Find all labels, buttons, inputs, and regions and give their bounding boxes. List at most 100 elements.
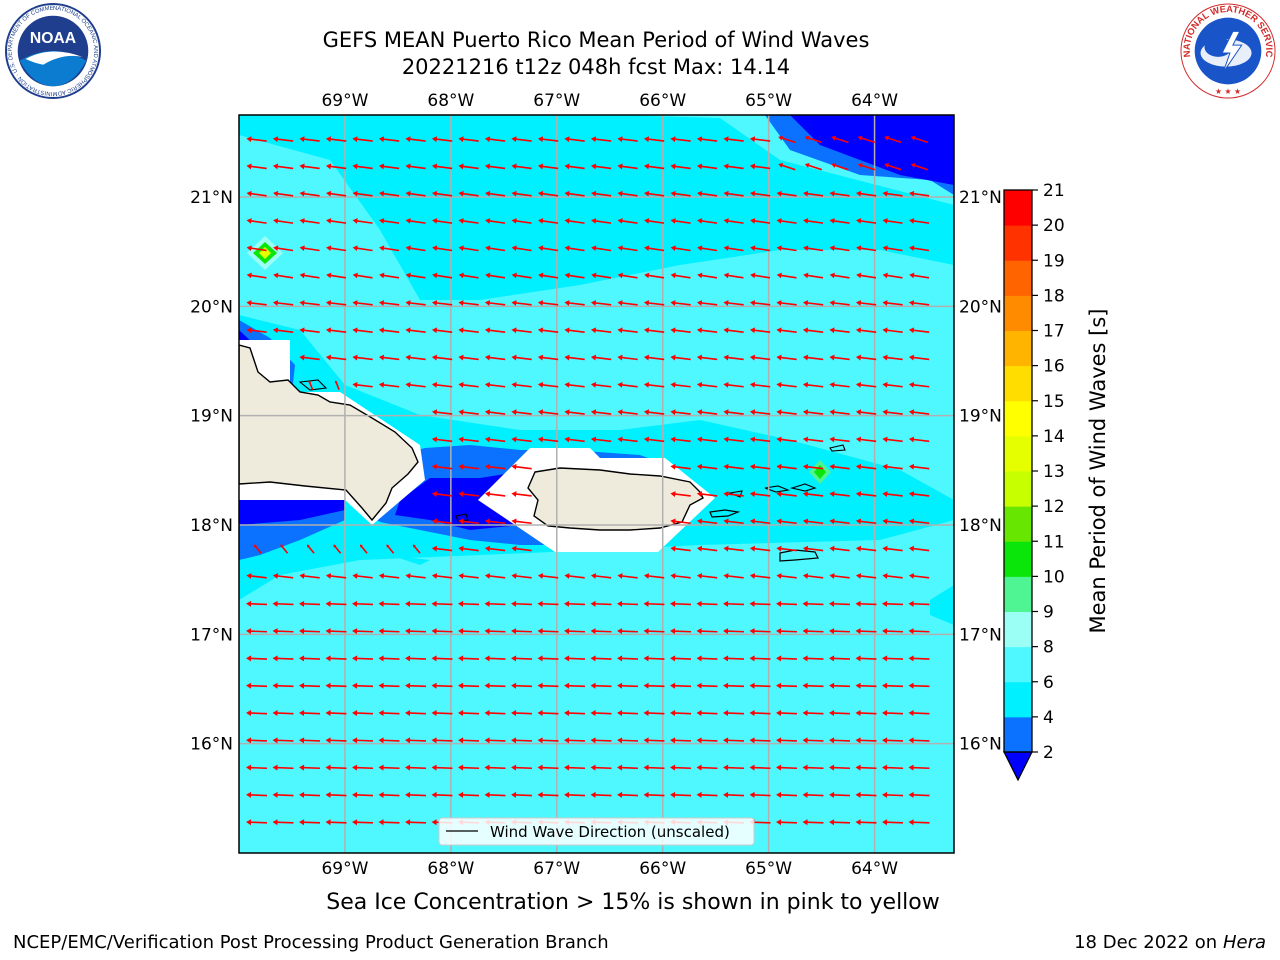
direction-arrow xyxy=(405,682,426,689)
direction-arrow xyxy=(749,354,771,361)
colorbar-tick-label: 4 xyxy=(1043,708,1054,728)
direction-arrow xyxy=(617,245,638,252)
direction-arrow xyxy=(431,463,453,470)
direction-arrow xyxy=(908,518,930,525)
direction-arrow xyxy=(246,272,267,279)
wind-wave-arrows xyxy=(246,135,930,826)
direction-arrow xyxy=(617,600,638,607)
colorbar-bin xyxy=(1004,576,1032,612)
direction-arrow xyxy=(723,737,744,744)
direction-arrow xyxy=(564,300,585,306)
direction-arrow xyxy=(776,245,797,252)
colorbar-tick-label: 14 xyxy=(1043,427,1065,447)
direction-arrow xyxy=(378,327,400,334)
direction-arrow xyxy=(458,600,479,607)
colorbar-tick-label: 17 xyxy=(1043,322,1065,342)
direction-arrow xyxy=(280,544,289,554)
direction-arrow xyxy=(749,655,771,662)
direction-arrow xyxy=(325,327,347,334)
direction-arrow xyxy=(855,819,877,826)
direction-arrow xyxy=(299,682,320,689)
direction-arrow xyxy=(723,791,744,798)
direction-arrow xyxy=(564,573,585,579)
direction-arrow xyxy=(617,682,638,689)
colorbar-bin xyxy=(1004,365,1032,402)
direction-arrow xyxy=(458,327,479,334)
direction-arrow xyxy=(749,737,771,744)
direction-arrow xyxy=(617,628,638,635)
direction-arrow xyxy=(908,300,930,306)
direction-arrow xyxy=(458,381,479,388)
direction-arrow xyxy=(405,764,426,771)
direction-arrow xyxy=(829,327,850,334)
longitude-tick-label: 67°W xyxy=(533,859,580,879)
colorbar-under-triangle xyxy=(1003,751,1033,782)
latitude-tick-label: 16°N xyxy=(190,735,233,755)
direction-arrow xyxy=(696,600,718,607)
direction-arrow xyxy=(405,655,426,662)
colorbar-bin xyxy=(1004,190,1032,226)
direction-arrow xyxy=(537,791,559,798)
direction-arrow xyxy=(908,545,930,552)
direction-arrow xyxy=(405,272,426,279)
direction-arrow xyxy=(749,545,771,552)
direction-arrow xyxy=(643,628,665,635)
direction-arrow xyxy=(590,436,612,443)
direction-arrow xyxy=(802,710,824,717)
direction-arrow xyxy=(802,300,824,306)
direction-arrow xyxy=(696,436,718,443)
direction-arrow xyxy=(458,655,479,662)
direction-arrow xyxy=(723,409,744,416)
direction-arrow xyxy=(723,190,744,197)
period-fill-4-6-ne xyxy=(620,115,954,235)
direction-arrow xyxy=(537,136,559,143)
direction-arrow xyxy=(325,819,347,826)
direction-arrow xyxy=(378,655,400,662)
direction-arrow xyxy=(405,163,426,170)
period-fill-under-2-sw xyxy=(239,500,345,525)
latitude-tick-label: 18°N xyxy=(959,516,1002,536)
direction-arrow xyxy=(299,600,320,607)
direction-arrow xyxy=(723,354,744,361)
direction-arrow xyxy=(590,737,612,744)
colorbar-bin xyxy=(1004,716,1032,753)
colorbar-bin xyxy=(1004,611,1032,648)
direction-arrow xyxy=(511,628,532,635)
direction-arrow xyxy=(829,190,850,197)
direction-arrow xyxy=(696,764,718,771)
direction-arrow xyxy=(273,190,294,197)
direction-arrow xyxy=(564,327,585,334)
direction-arrow xyxy=(802,600,824,607)
direction-arrow xyxy=(829,463,850,470)
direction-arrow xyxy=(643,791,665,798)
colorbar-tick-label: 15 xyxy=(1043,392,1065,412)
direction-arrow xyxy=(378,573,400,579)
direction-arrow xyxy=(378,764,400,771)
direction-arrow xyxy=(246,682,267,689)
direction-arrow xyxy=(829,573,850,579)
direction-arrow xyxy=(723,136,744,143)
direction-arrow xyxy=(511,354,532,361)
direction-arrow xyxy=(908,327,930,334)
direction-arrow xyxy=(829,764,850,771)
direction-arrow xyxy=(325,300,347,306)
direction-arrow xyxy=(750,218,771,224)
direction-arrow xyxy=(326,190,347,197)
direction-arrow xyxy=(803,190,824,197)
direction-arrow xyxy=(537,655,559,662)
direction-arrow xyxy=(590,409,612,416)
direction-arrow xyxy=(617,327,638,334)
direction-arrow xyxy=(511,245,532,252)
direction-arrow xyxy=(378,136,400,143)
direction-arrow xyxy=(856,218,877,224)
direction-arrow xyxy=(458,764,479,771)
map-area[interactable]: Wind Wave Direction (unscaled) xyxy=(239,115,954,853)
direction-arrow xyxy=(431,737,453,744)
direction-arrow xyxy=(485,245,506,252)
svg-text:NOAA: NOAA xyxy=(30,30,76,47)
direction-arrow xyxy=(537,628,559,635)
direction-arrow xyxy=(776,573,797,579)
direction-arrow xyxy=(670,655,691,662)
direction-arrow xyxy=(299,354,320,361)
direction-arrow xyxy=(431,409,453,416)
